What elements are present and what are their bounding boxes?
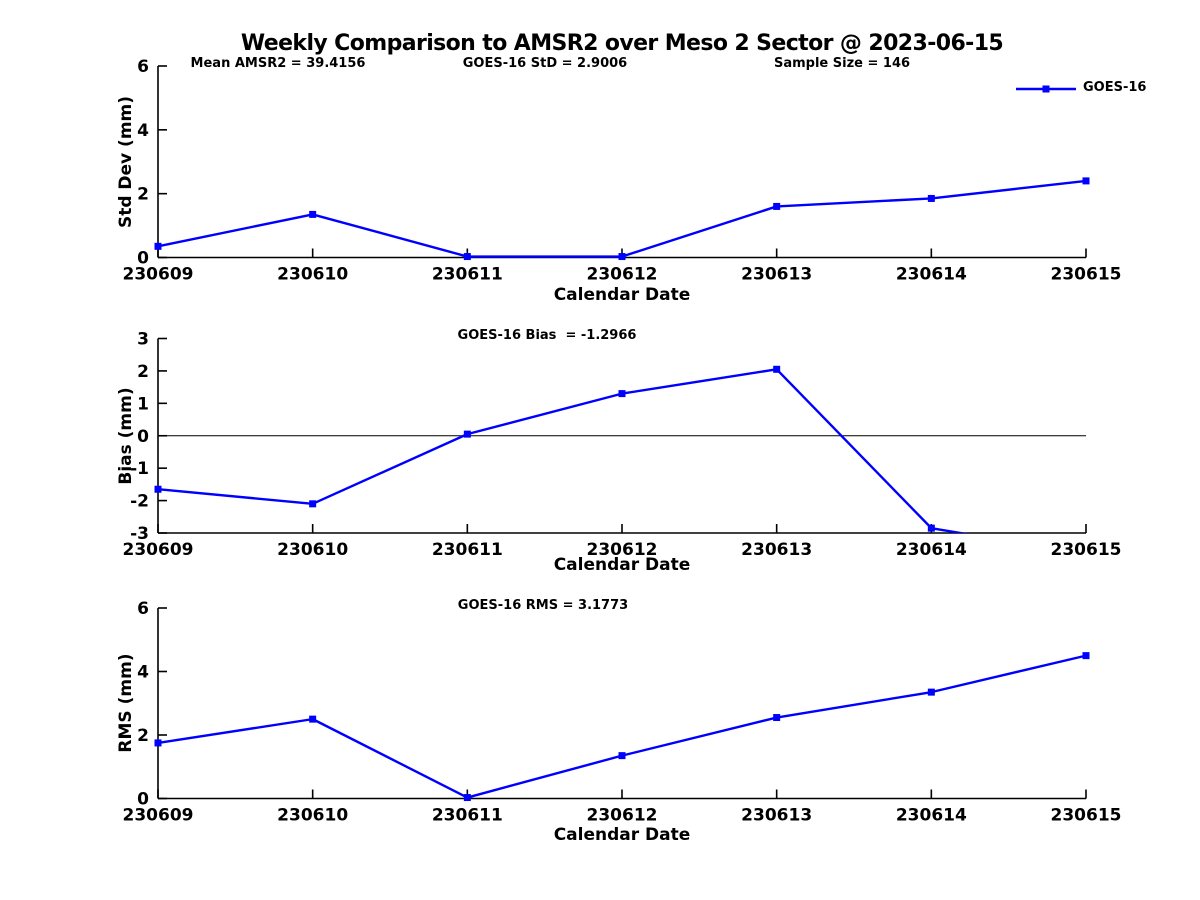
bias-x-tick-label: 230611 (432, 540, 503, 560)
std-dev-series-marker (927, 194, 935, 202)
bias-y-tick-label: -2 (130, 492, 149, 512)
std-dev-y-tick-label: 2 (137, 185, 149, 205)
std-dev-x-tick-label: 230612 (587, 265, 658, 285)
rms-x-tick-label: 230613 (741, 806, 812, 826)
rms-series-marker (618, 752, 626, 760)
std-dev-x-tick-label: 230613 (741, 265, 812, 285)
bias-y-tick-label: -1 (130, 459, 149, 479)
bias-y-tick-label: 2 (137, 362, 149, 382)
bias-y-tick-label: 3 (137, 330, 149, 350)
rms-y-tick-label: 2 (137, 726, 149, 746)
std-dev-y-tick-label: 0 (137, 249, 149, 269)
annotation-goes16-std: GOES-16 StD = 2.9006 (462, 56, 628, 71)
bias-x-tick-label: 230613 (741, 540, 812, 560)
bias-series-marker (463, 430, 471, 438)
bias-y-tick-label: -3 (130, 524, 149, 544)
bias-series-marker (618, 390, 626, 398)
bias-series-marker (773, 365, 781, 373)
bias-x-axis-label: Calendar Date (553, 555, 691, 575)
rms-y-tick-label: 0 (137, 790, 149, 810)
figure-title: Weekly Comparison to AMSR2 over Meso 2 S… (240, 31, 1004, 56)
std-dev-series-marker (309, 210, 317, 218)
std-dev-series-marker (154, 242, 162, 250)
bias-y-axis-label: Bias (mm) (116, 387, 137, 485)
rms-x-tick-label: 230612 (587, 806, 658, 826)
bias-x-tick-label: 230612 (587, 540, 658, 560)
std-dev-y-tick-label: 6 (137, 57, 149, 77)
std-dev-series-line (157, 179, 1087, 258)
legend-label: GOES-16 (1083, 80, 1147, 95)
std-dev-x-tick-label: 230611 (432, 265, 503, 285)
std-dev-x-tick-label: 230609 (123, 265, 194, 285)
legend-marker (1042, 85, 1050, 93)
rms-series-line (157, 654, 1087, 799)
bias-x-tick-label: 230609 (123, 540, 194, 560)
rms-x-tick-label: 230611 (432, 806, 503, 826)
rms-series-marker (154, 739, 162, 747)
rms-y-axis-label: RMS (mm) (116, 653, 137, 753)
rms-series-marker (309, 715, 317, 723)
annotation-sample-size: Sample Size = 146 (773, 56, 911, 71)
rms-x-tick-label: 230614 (896, 806, 967, 826)
std-dev-series-marker (1082, 177, 1090, 185)
rms-series-marker (463, 794, 471, 802)
rms-x-tick-label: 230610 (277, 806, 348, 826)
bias-series-marker (154, 485, 162, 493)
rms-y-tick-label: 4 (137, 663, 149, 683)
rms-y-tick-label: 6 (137, 599, 149, 619)
rms-series-marker (773, 714, 781, 722)
bias-x-tick-label: 230614 (896, 540, 967, 560)
std-dev-y-tick-label: 4 (137, 121, 149, 141)
bias-y-tick-label: 1 (137, 394, 149, 414)
std-dev-series-marker (773, 202, 781, 210)
annotation-goes16-bias: GOES-16 Bias = -1.2966 (457, 328, 637, 343)
std-dev-x-tick-label: 230614 (896, 265, 967, 285)
bias-series-marker (309, 500, 317, 508)
std-dev-x-tick-label: 230615 (1051, 265, 1122, 285)
annotation-goes16-rms: GOES-16 RMS = 3.1773 (457, 598, 629, 613)
annotation-mean-amsr2: Mean AMSR2 = 39.4156 (190, 56, 366, 71)
std-dev-x-tick-label: 230610 (277, 265, 348, 285)
rms-x-tick-label: 230615 (1051, 806, 1122, 826)
rms-series-marker (1082, 652, 1090, 660)
stddev-x-axis-label: Calendar Date (553, 285, 691, 305)
stddev-y-axis-label: Std Dev (mm) (116, 95, 137, 229)
rms-series-marker (927, 688, 935, 696)
rms-x-axis-label: Calendar Date (553, 825, 691, 845)
bias-x-tick-label: 230615 (1051, 540, 1122, 560)
std-dev-series-marker (618, 253, 626, 261)
bias-y-tick-label: 0 (137, 427, 149, 447)
bias-x-tick-label: 230610 (277, 540, 348, 560)
bias-series-marker (927, 524, 935, 532)
rms-x-tick-label: 230609 (123, 806, 194, 826)
std-dev-series-marker (463, 253, 471, 261)
